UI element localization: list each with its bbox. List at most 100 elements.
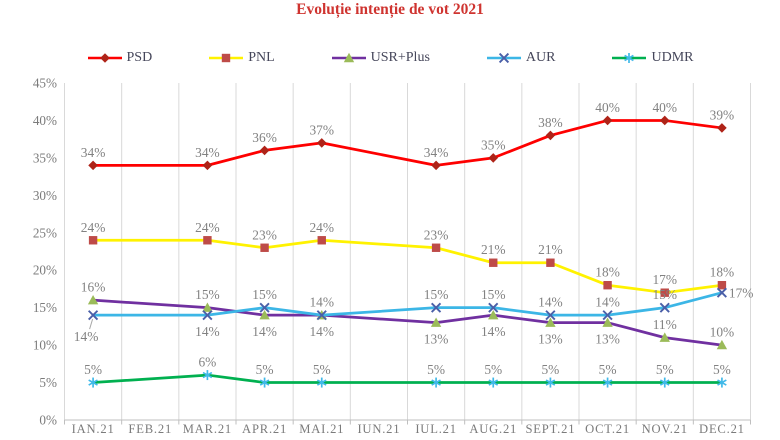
y-tick-label: 10%	[33, 338, 57, 353]
data-label-pnl: 18%	[710, 265, 735, 280]
x-tick-label: APR.21	[242, 422, 287, 436]
data-label-usr+plus: 11%	[653, 317, 677, 332]
marker-triangle	[202, 302, 213, 312]
marker-diamond	[488, 153, 499, 163]
marker-triangle	[343, 52, 354, 63]
data-label-usr+plus: 14%	[481, 324, 506, 339]
data-label-pnl: 24%	[195, 220, 220, 235]
data-label-udmr: 6%	[198, 355, 216, 370]
marker-triangle	[259, 309, 270, 320]
marker-x	[602, 310, 613, 321]
data-label-udmr: 5%	[713, 362, 731, 377]
marker-diamond	[202, 160, 213, 171]
data-label-usr+plus: 14%	[252, 324, 277, 339]
data-label-usr+plus: 14%	[309, 295, 334, 310]
x-tick-label: IAN.21	[72, 422, 115, 436]
marker-square	[221, 53, 231, 63]
legend-marker-x-icon	[486, 52, 521, 64]
marker-asterisk	[659, 379, 670, 386]
marker-asterisk	[259, 379, 270, 386]
data-label-usr+plus: 15%	[195, 287, 220, 302]
legend-item-pnl: PNL	[208, 50, 275, 66]
y-tick-label: 35%	[33, 150, 57, 165]
series-line-aur	[93, 291, 723, 317]
x-tick-label: AUG.21	[469, 422, 517, 436]
data-label-psd: 35%	[481, 137, 506, 152]
legend-item-psd: PSD	[87, 50, 152, 66]
data-label-pnl: 21%	[481, 242, 506, 257]
legend-marker-asterisk-icon	[612, 53, 647, 63]
marker-triangle	[659, 332, 670, 342]
legend-marker-square-icon	[209, 53, 244, 63]
marker-asterisk	[602, 379, 613, 386]
data-label-aur: 14%	[595, 295, 620, 310]
legend-marker-diamond-icon	[87, 53, 122, 63]
data-label-pnl: 24%	[81, 220, 106, 235]
marker-asterisk	[717, 379, 727, 386]
data-label-pnl: 18%	[595, 265, 620, 280]
marker-diamond	[545, 130, 556, 141]
data-label-aur: 15%	[652, 287, 677, 302]
marker-square	[489, 258, 498, 267]
x-tick-label: OCT.21	[585, 422, 630, 436]
marker-x	[259, 302, 270, 313]
x-tick-label: IUL.21	[415, 422, 457, 436]
data-label-psd: 34%	[424, 145, 449, 160]
marker-x	[716, 287, 727, 298]
marker-diamond	[316, 138, 327, 148]
legend-item-aur: AUR	[486, 50, 555, 66]
marker-diamond	[431, 160, 441, 171]
data-label-aur: 15%	[481, 287, 506, 302]
x-tick-label: DEC.21	[699, 422, 745, 436]
marker-diamond	[717, 123, 727, 133]
data-label-aur: 17%	[729, 285, 754, 300]
legend-label: UDMR	[651, 50, 694, 65]
marker-x	[88, 310, 99, 321]
marker-asterisk	[488, 379, 499, 386]
marker-square	[317, 236, 326, 245]
x-tick-label: NOV.21	[642, 422, 688, 436]
data-label-usr+plus: 13%	[595, 332, 620, 347]
marker-square	[88, 236, 98, 245]
marker-triangle	[602, 317, 613, 327]
y-tick-label: 0%	[39, 413, 57, 428]
x-tick-label: IUN.21	[357, 422, 400, 436]
marker-x	[202, 310, 213, 321]
data-label-aur: 15%	[252, 287, 277, 302]
marker-square	[603, 281, 612, 290]
marker-triangle	[488, 309, 499, 320]
y-tick-label: 25%	[33, 225, 57, 240]
label-leader-line	[89, 319, 94, 330]
legend-item-udmr: UDMR	[611, 50, 693, 66]
series-line-psd	[93, 119, 723, 167]
y-tick-label: 5%	[39, 375, 57, 390]
chart-title: Evoluție intenție de vot 2021	[296, 1, 484, 18]
data-label-usr+plus: 10%	[710, 325, 735, 340]
data-label-psd: 38%	[538, 115, 563, 130]
y-tick-label: 20%	[33, 263, 57, 278]
marker-x	[659, 302, 670, 313]
marker-triangle	[545, 317, 556, 327]
data-label-pnl: 21%	[538, 242, 563, 257]
data-label-psd: 34%	[81, 145, 106, 160]
marker-x	[488, 302, 499, 313]
data-label-udmr: 5%	[656, 362, 674, 377]
series-line-udmr	[92, 373, 722, 384]
x-tick-label: MAR.21	[183, 422, 232, 436]
marker-square	[660, 288, 669, 297]
data-label-udmr: 5%	[484, 362, 502, 377]
data-label-psd: 39%	[710, 107, 735, 122]
marker-square	[546, 258, 555, 267]
data-label-udmr: 5%	[313, 362, 331, 377]
data-label-usr+plus: 13%	[538, 332, 563, 347]
marker-asterisk	[88, 379, 98, 386]
marker-asterisk	[202, 371, 213, 379]
marker-asterisk	[545, 379, 556, 386]
marker-x	[316, 310, 327, 321]
data-label-pnl: 23%	[424, 227, 449, 242]
marker-square	[717, 281, 727, 290]
data-label-psd: 40%	[595, 100, 620, 115]
marker-asterisk	[431, 379, 441, 386]
